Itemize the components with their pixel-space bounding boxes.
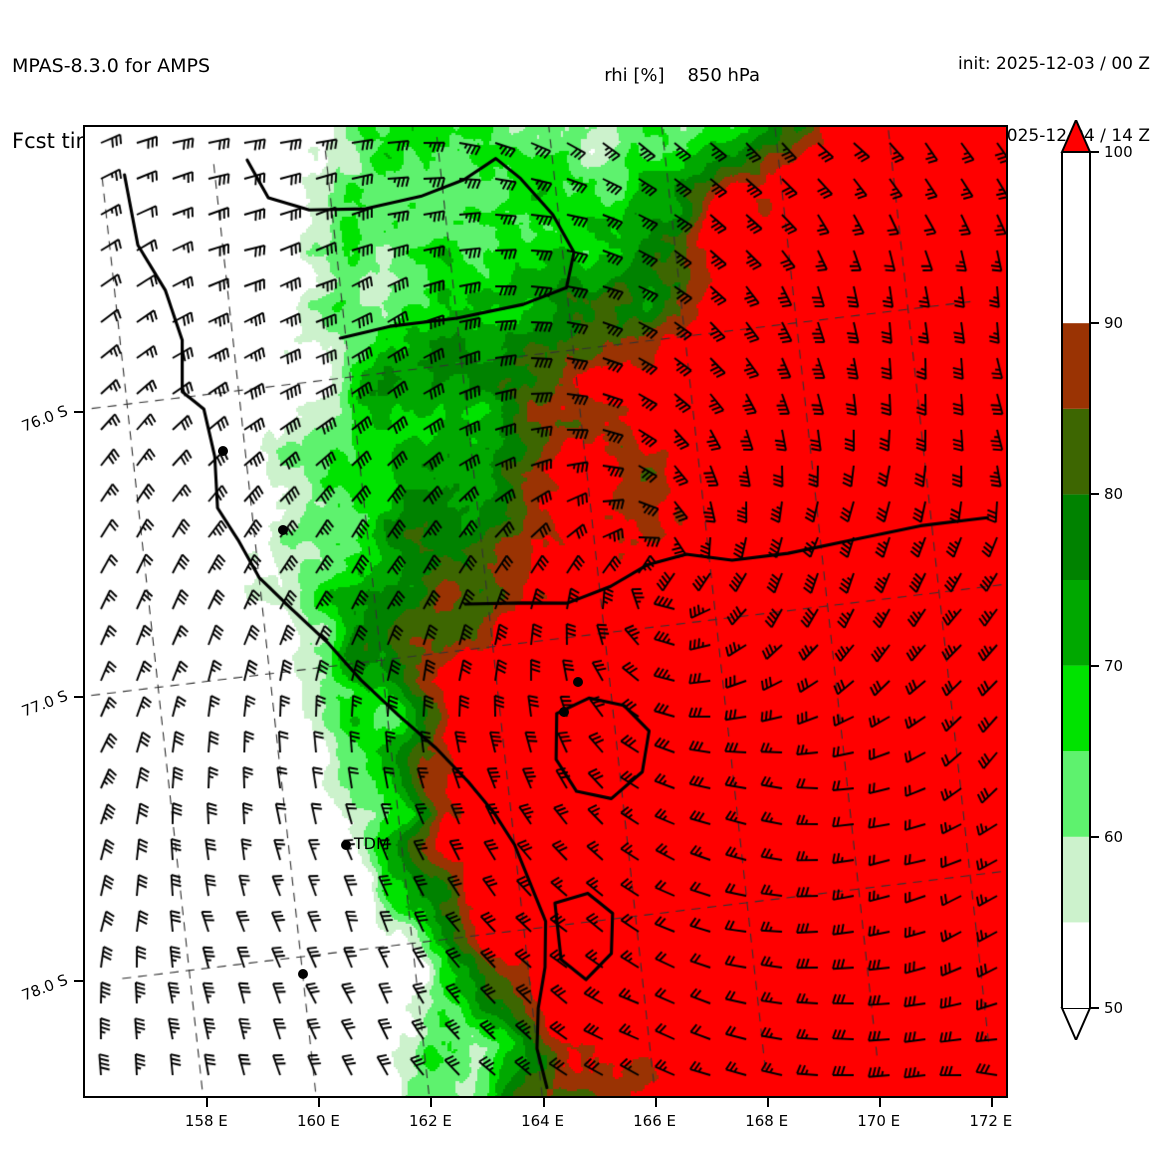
station-label: TDM (353, 834, 390, 854)
y-axis-tick (74, 695, 83, 698)
rhi-filled-contour-map (85, 127, 1006, 1096)
colorbar-tick-label: 50 (1104, 999, 1124, 1017)
x-axis-tick-label: 166 E (633, 1112, 677, 1130)
colorbar-tick (1090, 835, 1099, 838)
x-axis-tick (878, 1098, 881, 1107)
station-marker (340, 840, 351, 851)
station-marker (572, 676, 583, 687)
x-axis-tick (990, 1098, 993, 1107)
x-axis-tick (542, 1098, 545, 1107)
y-axis-tick (74, 411, 83, 414)
x-axis-tick-label: 172 E (969, 1112, 1013, 1130)
station-marker (218, 446, 229, 457)
colorbar-tick-label: 100 (1104, 143, 1133, 161)
colorbar-tick (1090, 1007, 1099, 1009)
colorbar-tick-label: 70 (1104, 656, 1124, 675)
station-marker (298, 969, 309, 980)
colorbar: 50 60 70 80 90 100 (1060, 120, 1133, 1040)
x-axis-tick-label: 170 E (857, 1112, 901, 1130)
colorbar-tick (1090, 151, 1099, 153)
station-marker (559, 707, 570, 718)
x-axis-tick-label: 162 E (409, 1112, 452, 1130)
station-marker (277, 525, 288, 536)
x-axis-tick (766, 1098, 769, 1107)
x-axis-tick-label: 168 E (745, 1112, 789, 1130)
colorbar-tick-label: 60 (1104, 827, 1124, 846)
y-axis-tick-label: 76.0 S (19, 402, 71, 436)
colorbar-tick (1090, 664, 1099, 667)
y-axis-tick-label: 78.0 S (19, 970, 71, 1005)
model-version-label: MPAS-8.3.0 for AMPS (12, 55, 211, 77)
y-axis-tick (74, 980, 83, 983)
colorbar-tick-label: 80 (1104, 485, 1124, 504)
colorbar-tick-label: 90 (1104, 314, 1124, 333)
x-axis-tick (206, 1098, 209, 1107)
x-axis-tick (430, 1098, 433, 1107)
y-axis-tick-label: 77.0 S (19, 686, 71, 721)
colorbar-tick (1090, 493, 1099, 496)
init-time-label: init: 2025-12-03 / 00 Z (957, 54, 1150, 74)
x-axis-tick-label: 164 E (521, 1112, 564, 1130)
colorbar-tick (1090, 322, 1099, 325)
x-axis-tick-label: 158 E (184, 1112, 228, 1130)
colorbar-gradient (1060, 120, 1092, 1040)
x-axis-tick (654, 1098, 657, 1107)
x-axis-tick-label: 160 E (296, 1112, 340, 1130)
map-plot-area: TDM (83, 125, 1008, 1098)
x-axis-tick (318, 1098, 321, 1107)
field-line-rhi: rhi [%] 850 hPa (604, 65, 760, 86)
